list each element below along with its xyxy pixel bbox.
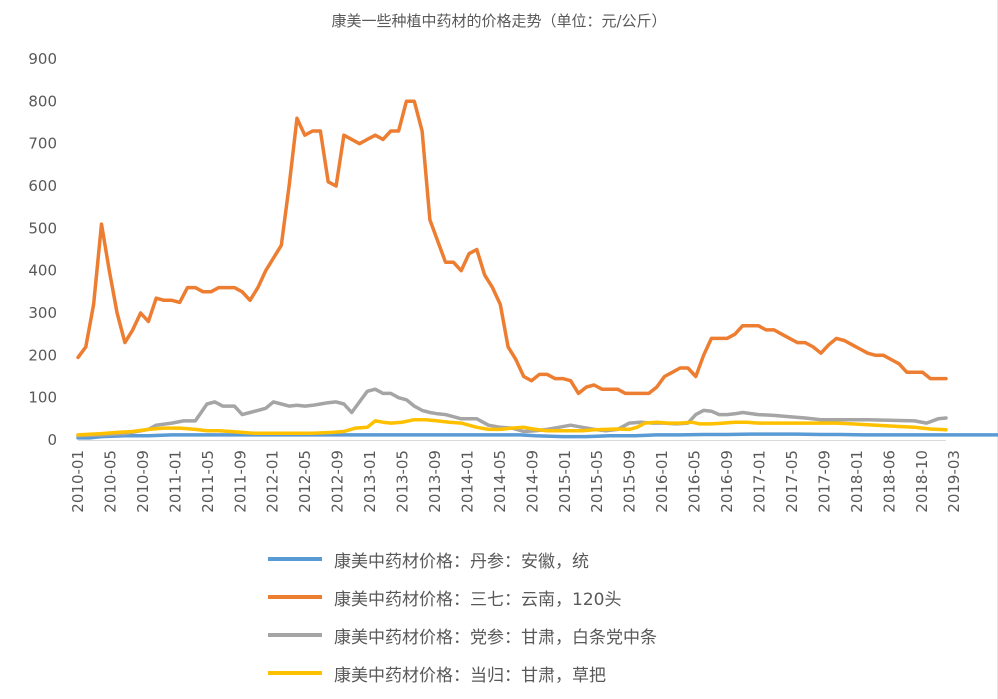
x-tick-label: 2014-09 — [523, 450, 541, 513]
y-tick-label: 200 — [28, 346, 57, 364]
legend-item-sanqi: 康美中药材价格：三七：云南，120头 — [268, 578, 657, 616]
x-tick-label: 2015-05 — [588, 450, 606, 513]
x-tick-label: 2010-05 — [101, 450, 119, 513]
legend-swatch-sanqi — [268, 595, 322, 599]
y-tick-label: 300 — [28, 304, 57, 322]
legend-swatch-danshen — [268, 557, 322, 561]
legend-item-danshen: 康美中药材价格：丹参：安徽，统 — [268, 540, 657, 578]
legend-swatch-dangshen — [268, 633, 322, 637]
legend-label-sanqi: 康美中药材价格：三七：云南，120头 — [334, 589, 622, 610]
y-axis: 0 100 200 300 400 500 600 700 800 900 — [28, 50, 57, 449]
x-tick-label: 2017-09 — [815, 450, 833, 513]
series-line-danggui — [76, 417, 948, 437]
plot-lines — [76, 99, 998, 440]
series-line-danshen — [76, 432, 998, 440]
x-tick-label: 2014-01 — [458, 450, 476, 513]
x-tick-label: 2018-06 — [880, 450, 898, 513]
x-tick-label: 2016-05 — [686, 450, 704, 513]
x-tick-label: 2011-01 — [166, 450, 184, 513]
y-tick-label: 100 — [28, 389, 57, 407]
y-tick-label: 900 — [28, 50, 57, 68]
x-tick-label: 2015-09 — [621, 450, 639, 513]
x-tick-label: 2014-05 — [491, 450, 509, 513]
x-tick-label: 2013-01 — [361, 450, 379, 513]
legend: 康美中药材价格：丹参：安徽，统 康美中药材价格：三七：云南，120头 康美中药材… — [268, 540, 657, 692]
y-tick-label: 0 — [47, 431, 57, 449]
x-tick-label: 2013-05 — [394, 450, 412, 513]
legend-swatch-danggui — [268, 671, 322, 675]
x-tick-label: 2013-09 — [426, 450, 444, 513]
x-tick-label: 2016-01 — [653, 450, 671, 513]
x-tick-label: 2019-03 — [945, 450, 963, 513]
y-tick-label: 600 — [28, 177, 57, 195]
x-tick-label: 2010-01 — [69, 450, 87, 513]
legend-item-danggui: 康美中药材价格：当归：甘肃，草把 — [268, 654, 657, 692]
x-tick-label: 2018-10 — [913, 450, 931, 513]
series-line-dangshen — [76, 387, 948, 438]
x-tick-label: 2012-05 — [296, 450, 314, 513]
x-tick-label: 2012-09 — [329, 450, 347, 513]
x-tick-label: 2011-09 — [231, 450, 249, 513]
x-tick-label: 2016-09 — [718, 450, 736, 513]
y-tick-label: 500 — [28, 219, 57, 237]
x-tick-label: 2015-01 — [556, 450, 574, 513]
y-tick-label: 800 — [28, 92, 57, 110]
legend-label-dangshen: 康美中药材价格：党参：甘肃，白条党中条 — [334, 627, 657, 648]
series-line-sanqi — [76, 99, 948, 396]
legend-item-dangshen: 康美中药材价格：党参：甘肃，白条党中条 — [268, 616, 657, 654]
x-tick-label: 2018-01 — [848, 450, 866, 513]
y-tick-label: 700 — [28, 135, 57, 153]
y-tick-label: 400 — [28, 262, 57, 280]
legend-label-danshen: 康美中药材价格：丹参：安徽，统 — [334, 551, 589, 572]
x-axis: 2010-01 2010-05 2010-09 2011-01 2011-05 2011-… — [69, 440, 963, 513]
x-tick-label: 2017-05 — [783, 450, 801, 513]
x-tick-label: 2010-09 — [134, 450, 152, 513]
x-tick-label: 2011-05 — [199, 450, 217, 513]
chart-title: 康美一些种植中药材的价格走势（单位：元/公斤） — [331, 12, 667, 30]
x-tick-label: 2012-01 — [264, 450, 282, 513]
x-tick-label: 2017-01 — [750, 450, 768, 513]
legend-label-danggui: 康美中药材价格：当归：甘肃，草把 — [334, 665, 606, 686]
